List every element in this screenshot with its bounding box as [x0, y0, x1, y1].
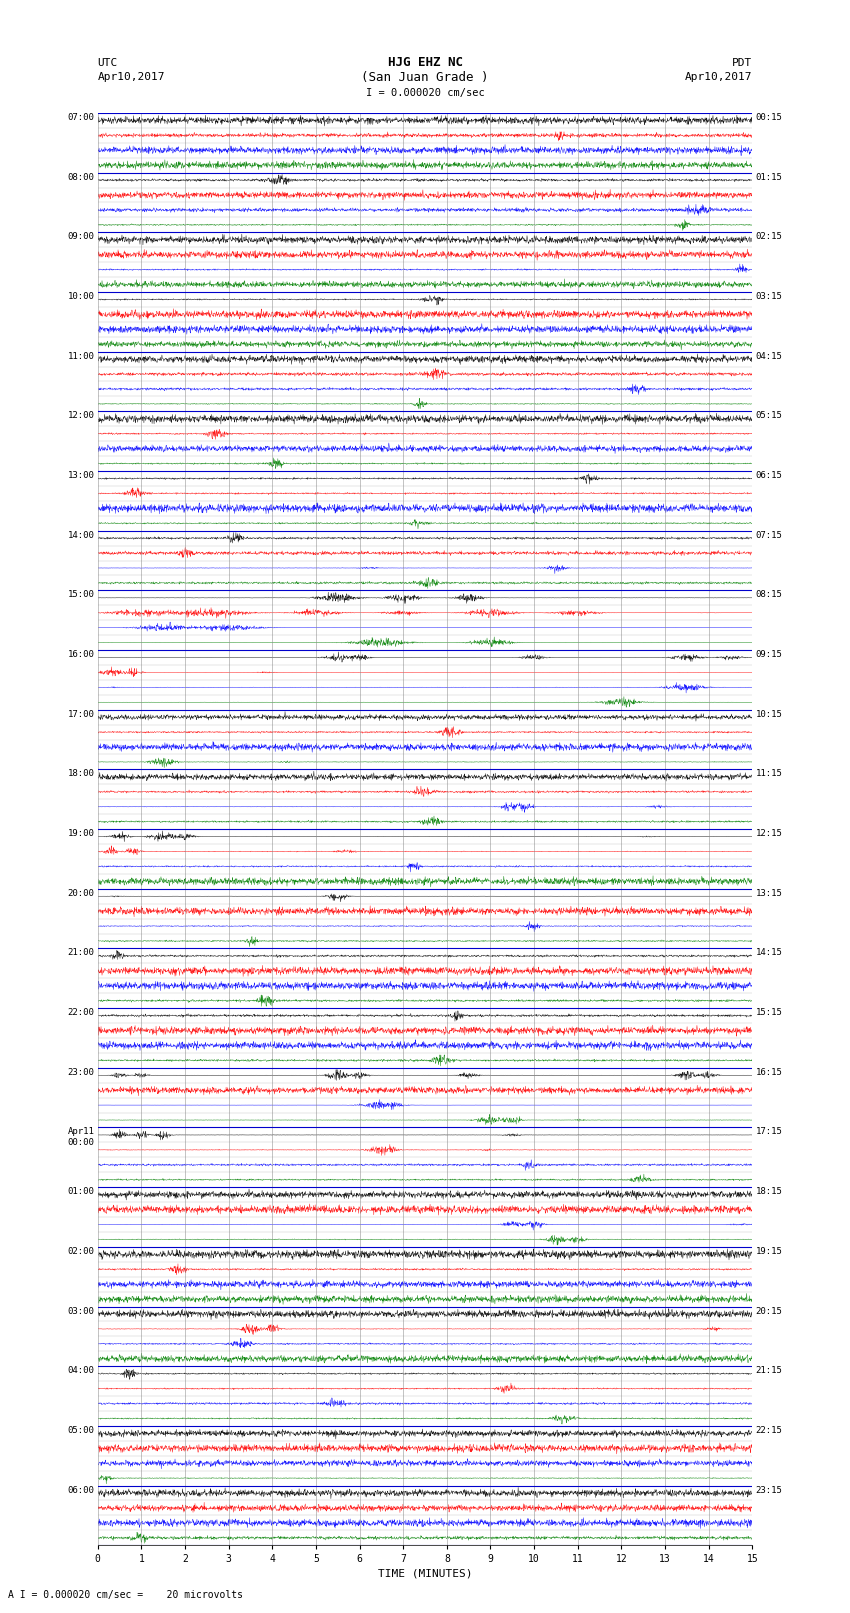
Text: 05:00: 05:00 — [68, 1426, 94, 1436]
Text: 14:15: 14:15 — [756, 948, 782, 958]
Text: Apr10,2017: Apr10,2017 — [98, 73, 165, 82]
Text: 08:15: 08:15 — [756, 590, 782, 600]
Text: 07:00: 07:00 — [68, 113, 94, 123]
Text: Apr10,2017: Apr10,2017 — [685, 73, 752, 82]
Text: 21:15: 21:15 — [756, 1366, 782, 1376]
Text: 11:00: 11:00 — [68, 352, 94, 361]
Text: 00:15: 00:15 — [756, 113, 782, 123]
Text: 23:15: 23:15 — [756, 1486, 782, 1495]
Text: 08:00: 08:00 — [68, 173, 94, 182]
Text: 03:00: 03:00 — [68, 1307, 94, 1316]
Text: 07:15: 07:15 — [756, 531, 782, 540]
Text: 19:00: 19:00 — [68, 829, 94, 839]
Text: 12:15: 12:15 — [756, 829, 782, 839]
Text: HJG EHZ NC: HJG EHZ NC — [388, 55, 462, 69]
Text: 13:00: 13:00 — [68, 471, 94, 481]
Text: 17:15: 17:15 — [756, 1127, 782, 1137]
Text: 09:00: 09:00 — [68, 232, 94, 242]
Text: 21:00: 21:00 — [68, 948, 94, 958]
X-axis label: TIME (MINUTES): TIME (MINUTES) — [377, 1568, 473, 1579]
Text: 17:00: 17:00 — [68, 710, 94, 719]
Text: 01:15: 01:15 — [756, 173, 782, 182]
Text: 18:00: 18:00 — [68, 769, 94, 779]
Text: 12:00: 12:00 — [68, 411, 94, 421]
Text: 02:15: 02:15 — [756, 232, 782, 242]
Text: 04:15: 04:15 — [756, 352, 782, 361]
Text: 03:15: 03:15 — [756, 292, 782, 302]
Text: 14:00: 14:00 — [68, 531, 94, 540]
Text: 16:15: 16:15 — [756, 1068, 782, 1077]
Text: 04:00: 04:00 — [68, 1366, 94, 1376]
Text: 19:15: 19:15 — [756, 1247, 782, 1257]
Text: I = 0.000020 cm/sec: I = 0.000020 cm/sec — [366, 89, 484, 98]
Text: 20:15: 20:15 — [756, 1307, 782, 1316]
Text: 20:00: 20:00 — [68, 889, 94, 898]
Text: 13:15: 13:15 — [756, 889, 782, 898]
Text: 01:00: 01:00 — [68, 1187, 94, 1197]
Text: PDT: PDT — [732, 58, 752, 68]
Text: 15:15: 15:15 — [756, 1008, 782, 1018]
Text: 05:15: 05:15 — [756, 411, 782, 421]
Text: Apr11
00:00: Apr11 00:00 — [68, 1127, 94, 1147]
Text: 22:15: 22:15 — [756, 1426, 782, 1436]
Text: 10:15: 10:15 — [756, 710, 782, 719]
Text: 02:00: 02:00 — [68, 1247, 94, 1257]
Text: 06:15: 06:15 — [756, 471, 782, 481]
Text: 16:00: 16:00 — [68, 650, 94, 660]
Text: 23:00: 23:00 — [68, 1068, 94, 1077]
Text: 06:00: 06:00 — [68, 1486, 94, 1495]
Text: 11:15: 11:15 — [756, 769, 782, 779]
Text: A I = 0.000020 cm/sec =    20 microvolts: A I = 0.000020 cm/sec = 20 microvolts — [8, 1590, 243, 1600]
Text: 22:00: 22:00 — [68, 1008, 94, 1018]
Text: UTC: UTC — [98, 58, 118, 68]
Text: 10:00: 10:00 — [68, 292, 94, 302]
Text: 15:00: 15:00 — [68, 590, 94, 600]
Text: (San Juan Grade ): (San Juan Grade ) — [361, 71, 489, 84]
Text: 09:15: 09:15 — [756, 650, 782, 660]
Text: 18:15: 18:15 — [756, 1187, 782, 1197]
